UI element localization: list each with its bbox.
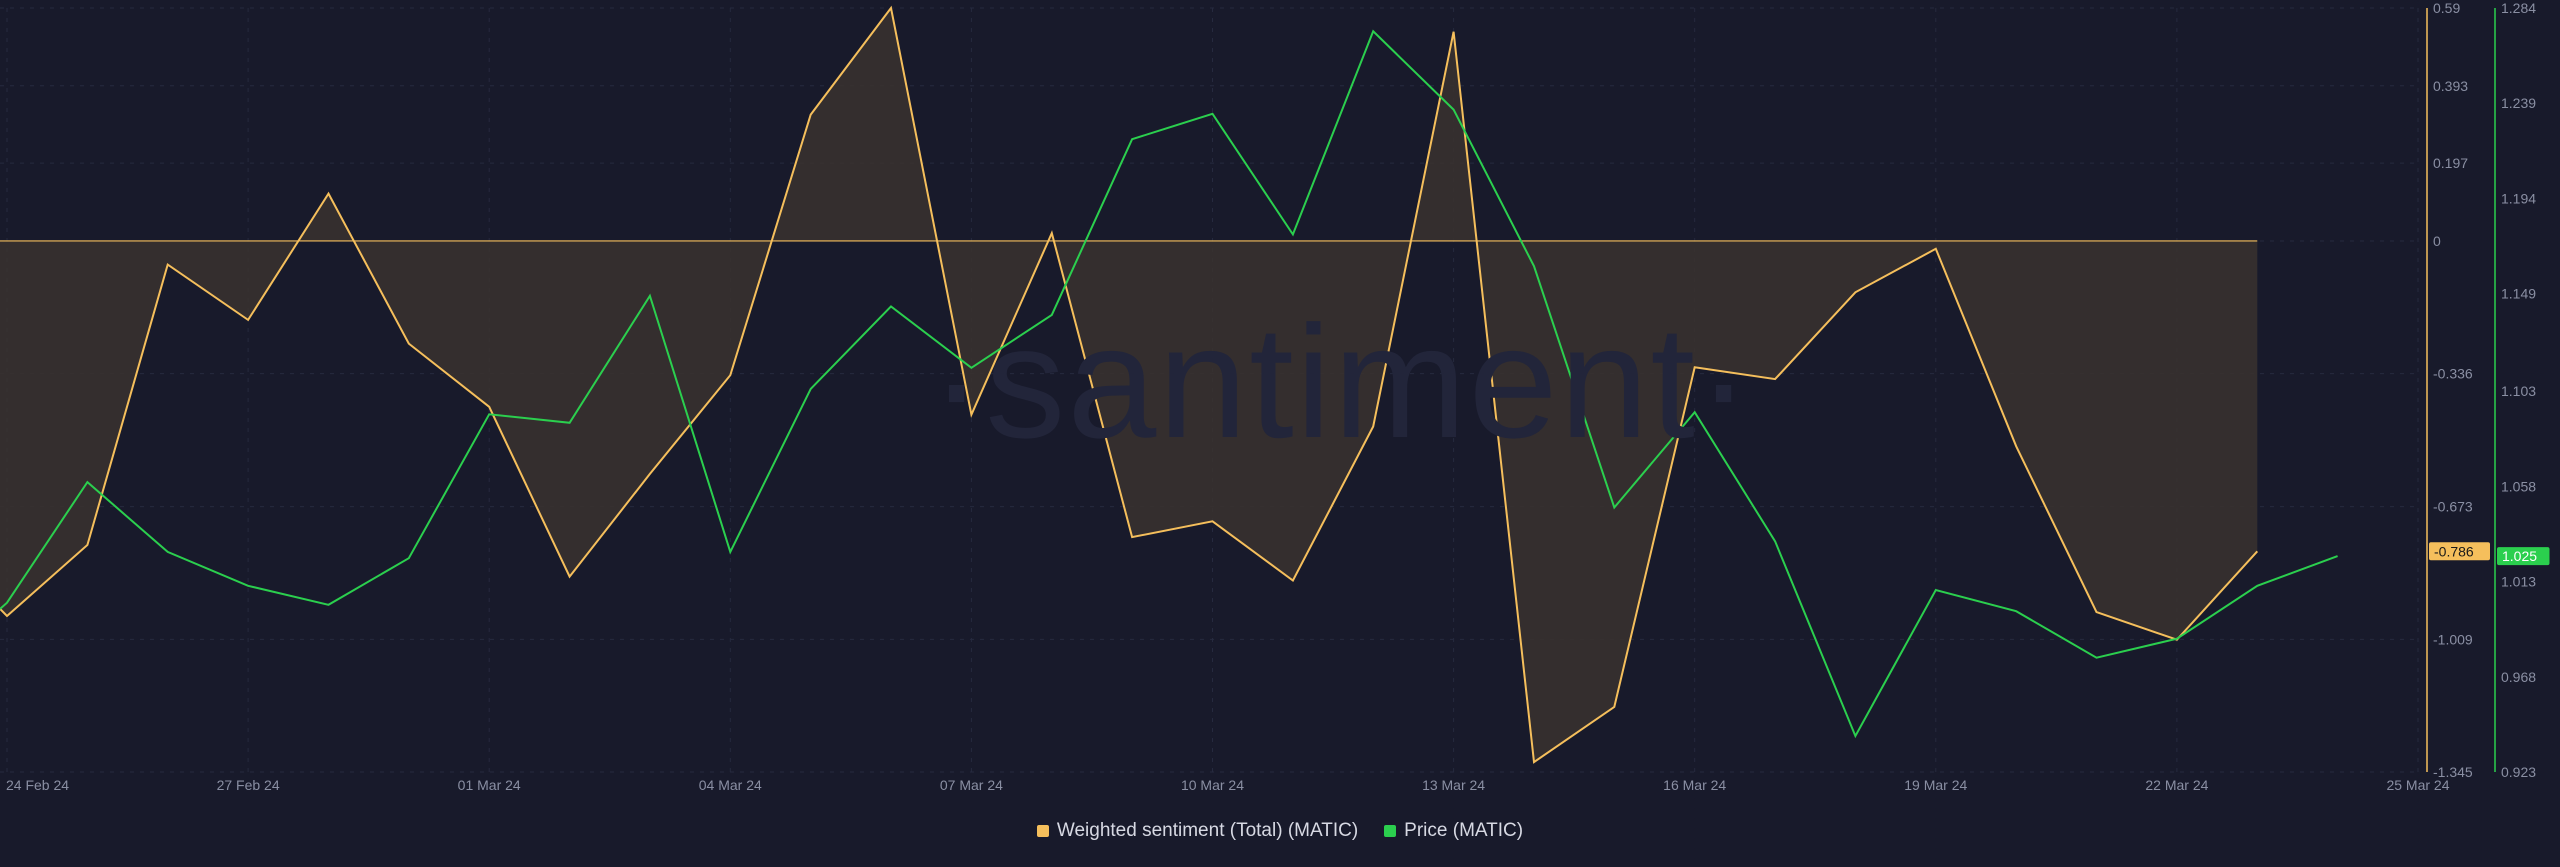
right-axis-tick-label: 1.284 [2501, 0, 2536, 16]
x-axis-tick-label: 24 Feb 24 [6, 777, 69, 793]
price-last-value-badge: 1.025 [2497, 547, 2550, 566]
legend-swatch-price [1384, 825, 1397, 837]
legend: Weighted sentiment (Total) (MATIC) Price… [0, 820, 2560, 842]
x-axis-tick-label: 22 Mar 24 [2145, 777, 2208, 793]
x-axis-tick-label: 27 Feb 24 [217, 777, 280, 793]
right-axis-tick-label: 1.149 [2501, 286, 2536, 302]
left-axis-tick-label: 0.393 [2433, 78, 2468, 94]
price-last-value-badge-text: 1.025 [2502, 548, 2537, 564]
right-axis-tick-label: 1.103 [2501, 383, 2536, 399]
right-axis-tick-label: 0.968 [2501, 669, 2536, 685]
left-axis-tick-label: -1.009 [2433, 631, 2473, 647]
right-axis-tick-label: 1.194 [2501, 190, 2536, 206]
left-axis-tick-label: -0.336 [2433, 366, 2473, 382]
legend-swatch-sentiment [1036, 825, 1049, 837]
x-axis-tick-label: 25 Mar 24 [2386, 777, 2449, 793]
axis-layer: 0.59 0.393 0.197 0 -0.336 -0.673 -1.009 -1.345 1… [6, 0, 2550, 793]
left-axis-tick-label: 0.59 [2433, 0, 2460, 16]
x-axis-tick-label: 10 Mar 24 [1181, 777, 1244, 793]
legend-item-price[interactable]: Price (MATIC) [1384, 820, 1523, 842]
legend-item-sentiment[interactable]: Weighted sentiment (Total) (MATIC) [1036, 820, 1359, 842]
left-axis-tick-label: 0 [2433, 233, 2441, 249]
right-axis-tick-label: 1.013 [2501, 574, 2536, 590]
series-layer [0, 5, 2338, 764]
x-axis-tick-label: 16 Mar 24 [1663, 777, 1726, 793]
right-axis-tick-label: 1.058 [2501, 478, 2536, 494]
sentiment-fill-layer [0, 8, 2258, 763]
right-axis-tick-label: 0.923 [2501, 764, 2536, 780]
sentiment-last-value-badge-text: -0.786 [2434, 543, 2474, 559]
x-axis-tick-label: 04 Mar 24 [699, 777, 762, 793]
x-axis-tick-label: 19 Mar 24 [1904, 777, 1967, 793]
right-axis-tick-label: 1.239 [2501, 95, 2536, 111]
legend-label-price: Price (MATIC) [1404, 820, 1524, 841]
x-axis-tick-label: 07 Mar 24 [940, 777, 1003, 793]
left-axis-tick-label: -1.345 [2433, 764, 2473, 780]
sentiment-last-value-badge: -0.786 [2429, 542, 2490, 561]
legend-label-sentiment: Weighted sentiment (Total) (MATIC) [1056, 820, 1359, 841]
x-axis-tick-label: 13 Mar 24 [1422, 777, 1485, 793]
price-line [0, 29, 2338, 739]
left-axis-tick-label: 0.197 [2433, 155, 2468, 171]
price-last-value-badge-bg [2497, 547, 2550, 566]
sentiment-last-value-badge-bg [2429, 542, 2490, 561]
x-axis-tick-label: 01 Mar 24 [458, 777, 521, 793]
left-axis-tick-label: -0.673 [2433, 499, 2473, 515]
sentiment-area [0, 8, 2258, 763]
sentiment-line [0, 5, 2259, 764]
